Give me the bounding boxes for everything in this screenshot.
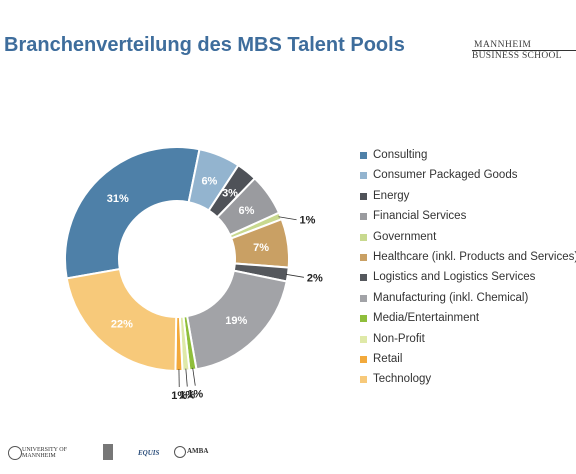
page-title: Branchenverteilung des MBS Talent Pools bbox=[4, 34, 405, 56]
logo-rule bbox=[472, 50, 576, 51]
data-label-technology: 22% bbox=[111, 319, 133, 331]
data-label-non-profit: 1% bbox=[179, 390, 195, 402]
data-label-financial-services: 6% bbox=[239, 205, 255, 217]
data-label-logistics-and-logistics-services: 2% bbox=[307, 272, 323, 284]
data-label-retail: 1% bbox=[171, 390, 187, 402]
legend-swatch bbox=[360, 335, 367, 343]
legend-swatch bbox=[360, 213, 367, 221]
data-label-energy: 3% bbox=[222, 188, 238, 200]
leader-line-logistics-and-logistics-services bbox=[285, 273, 304, 278]
legend-label: Logistics and Logistics Services bbox=[373, 271, 536, 284]
legend-swatch bbox=[360, 274, 367, 282]
amba-seal-icon bbox=[174, 446, 186, 458]
data-label-consumer-packaged-goods: 6% bbox=[201, 175, 217, 187]
university-logo-text: UNIVERSITY OF MANNHEIM bbox=[22, 447, 67, 459]
slice-manufacturing-inkl-chemical- bbox=[185, 269, 288, 371]
legend-label: Consulting bbox=[373, 149, 428, 161]
mannheim-business-school-logo: MANNHEIM BUSINESS SCHOOL bbox=[472, 40, 576, 62]
legend-swatch bbox=[360, 192, 367, 200]
data-label-healthcare-inkl-products-and-services-: 7% bbox=[253, 242, 269, 254]
data-label-government: 1% bbox=[300, 215, 316, 227]
data-label-media-entertainment: 1% bbox=[187, 389, 203, 401]
legend-label: Non-Profit bbox=[373, 332, 425, 345]
legend-swatch bbox=[360, 355, 367, 363]
leader-line-media-entertainment bbox=[192, 367, 196, 386]
legend-swatch bbox=[360, 233, 367, 241]
legend-swatch bbox=[360, 253, 367, 261]
legend-label: Consumer Packaged Goods bbox=[373, 169, 518, 182]
legend-swatch bbox=[360, 376, 367, 384]
footer-logos: UNIVERSITY OF MANNHEIM EQUIS AMBA bbox=[0, 442, 576, 474]
legend-label: Manufacturing (inkl. Chemical) bbox=[373, 291, 529, 304]
legend-label: Media/Entertainment bbox=[373, 312, 480, 325]
leader-line-government bbox=[278, 216, 297, 221]
data-label-manufacturing-inkl-chemical-: 19% bbox=[225, 315, 247, 327]
legend-label: Retail bbox=[373, 352, 403, 365]
slice-technology bbox=[65, 267, 178, 373]
legend-label: Energy bbox=[373, 189, 410, 202]
logo-line1: MANNHEIM bbox=[474, 40, 532, 50]
amba-logo: AMBA bbox=[187, 447, 209, 455]
legend-swatch bbox=[360, 152, 367, 159]
legend-swatch bbox=[360, 315, 367, 323]
slice-consulting bbox=[64, 146, 201, 280]
accreditation-logo-icon bbox=[103, 444, 113, 460]
legend-label: Financial Services bbox=[373, 210, 467, 223]
equis-logo: EQUIS bbox=[138, 449, 160, 457]
legend-swatch bbox=[360, 294, 367, 302]
legend-label: Government bbox=[373, 230, 437, 243]
legend-label: Healthcare (inkl. Products and Services) bbox=[373, 250, 576, 263]
legend-swatch bbox=[360, 172, 367, 180]
legend-label: Technology bbox=[373, 373, 432, 386]
logo-line2: BUSINESS SCHOOL bbox=[472, 51, 562, 61]
leader-line-non-profit bbox=[185, 368, 188, 387]
data-label-consulting: 31% bbox=[107, 193, 129, 205]
university-seal-icon bbox=[8, 446, 22, 460]
